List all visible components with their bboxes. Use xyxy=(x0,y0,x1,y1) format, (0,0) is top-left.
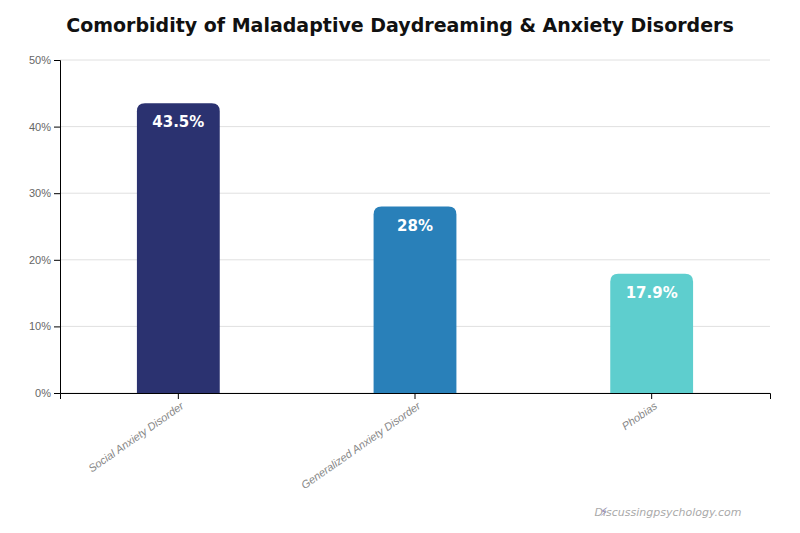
annotations: ⚡Discussingpsychology.com xyxy=(594,505,741,519)
x-tick-mark xyxy=(415,393,416,399)
x-axis-line xyxy=(61,394,771,400)
y-tick-mark xyxy=(54,260,60,261)
x-tick: Phobias xyxy=(620,393,660,432)
bar xyxy=(374,207,457,393)
y-axis-line xyxy=(54,61,61,394)
y-tick: 0% xyxy=(35,387,60,399)
x-tick-label: Social Anxiety Disorder xyxy=(86,399,187,475)
bar xyxy=(137,103,220,393)
x-tick-label: Generalized Anxiety Disorder xyxy=(299,399,424,491)
data-label: 43.5% xyxy=(152,113,204,131)
x-tick-label: Phobias xyxy=(620,399,660,432)
y-tick-label: 40% xyxy=(29,121,51,133)
y-axis: 0% 10% 20% 30% 40% 50% xyxy=(29,54,61,399)
y-tick: 50% xyxy=(29,54,60,66)
y-tick: 10% xyxy=(29,320,60,332)
watermark: Discussingpsychology.com xyxy=(594,506,741,519)
data-label: 17.9% xyxy=(626,284,678,302)
y-tick: 30% xyxy=(29,187,60,199)
y-tick-mark xyxy=(54,127,60,128)
grid-line xyxy=(60,60,770,61)
y-tick-label: 50% xyxy=(29,54,51,66)
y-tick-mark xyxy=(54,193,60,194)
y-tick: 40% xyxy=(29,121,60,133)
y-tick-label: 20% xyxy=(29,254,51,266)
data-labels: 43.5% 28% 17.9% xyxy=(152,113,677,301)
x-axis: Social Anxiety Disorder Generalized Anxie… xyxy=(61,393,771,491)
chart: Comorbidity of Maladaptive Daydreaming &… xyxy=(0,0,800,533)
y-tick-label: 0% xyxy=(35,387,51,399)
y-tick-mark xyxy=(54,326,60,327)
x-tick-mark xyxy=(178,393,179,399)
plot: 43.5% 28% 17.9% 0% 10% 20% 30% 40% 50% Social Anx… xyxy=(29,54,771,491)
x-tick-mark xyxy=(651,393,652,399)
grid xyxy=(60,60,770,393)
title: Comorbidity of Maladaptive Daydreaming &… xyxy=(66,14,734,36)
y-tick: 20% xyxy=(29,254,60,266)
bars xyxy=(137,103,693,393)
y-tick-mark xyxy=(54,393,60,394)
x-tick: Generalized Anxiety Disorder xyxy=(299,393,424,491)
y-tick-label: 10% xyxy=(29,320,51,332)
y-tick-label: 30% xyxy=(29,187,51,199)
x-tick: Social Anxiety Disorder xyxy=(86,393,187,474)
y-tick-mark xyxy=(54,60,60,61)
data-label: 28% xyxy=(397,217,433,235)
bar xyxy=(610,274,693,393)
